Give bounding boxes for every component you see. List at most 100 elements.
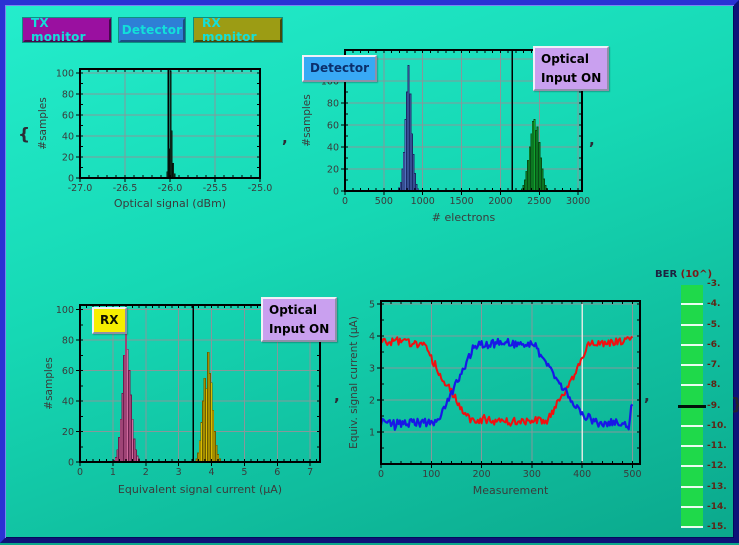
y-tick-label: 4 bbox=[369, 332, 375, 343]
optical-tag-line1: Optical bbox=[269, 301, 329, 320]
x-tick-label: 3 bbox=[176, 467, 182, 478]
ber-marker-line[interactable] bbox=[678, 405, 706, 408]
x-axis-title: Equivalent signal current (µA) bbox=[118, 483, 282, 496]
ber-bar-segment bbox=[681, 447, 703, 465]
optical-tag-line2: Input ON bbox=[541, 69, 601, 88]
ber-bar-segment bbox=[681, 427, 703, 445]
ber-bar-segment bbox=[681, 285, 703, 303]
x-tick-label: 3000 bbox=[566, 196, 590, 207]
y-tick-label: 40 bbox=[62, 397, 74, 408]
ber-tick-label: -10. bbox=[707, 421, 739, 431]
x-tick-label: 500 bbox=[623, 469, 641, 480]
ber-scale: BER (10^) -3.-4.-5.-6.-7.-8.-9.-10.-11.-… bbox=[651, 269, 739, 545]
tx-monitor-button[interactable]: TX monitor bbox=[23, 18, 111, 42]
ber-bar-segment bbox=[681, 346, 703, 364]
x-tick-label: 7 bbox=[307, 467, 313, 478]
y-axis-title: Equiv. signal current (µA) bbox=[348, 316, 360, 449]
rx-tag-label: RX bbox=[100, 311, 119, 330]
ber-tick-label: -5. bbox=[707, 320, 739, 330]
x-axis-title: Optical signal (dBm) bbox=[114, 197, 226, 210]
ber-tick-label: -8. bbox=[707, 380, 739, 390]
y-tick-label: 0 bbox=[333, 187, 339, 198]
y-tick-label: 0 bbox=[68, 174, 74, 185]
y-tick-label: 80 bbox=[62, 90, 74, 101]
x-tick-label: 0 bbox=[342, 196, 348, 207]
ber-bar-segment bbox=[681, 326, 703, 344]
y-tick-label: 5 bbox=[369, 300, 375, 311]
y-tick-label: 60 bbox=[62, 366, 74, 377]
optical-input-on-tag-bottom: Optical Input ON bbox=[261, 297, 337, 342]
ber-tick-label: -7. bbox=[707, 360, 739, 370]
x-tick-label: 400 bbox=[573, 469, 591, 480]
optical-input-on-tag-top: Optical Input ON bbox=[533, 46, 609, 91]
ber-tick-label: -3. bbox=[707, 279, 739, 289]
x-tick-label: 4 bbox=[208, 467, 214, 478]
x-tick-label: 1 bbox=[110, 467, 116, 478]
x-tick-label: 1500 bbox=[449, 196, 473, 207]
x-tick-label: 0 bbox=[77, 467, 83, 478]
detector-button[interactable]: Detector bbox=[119, 18, 185, 42]
detector-tag-label: Detector bbox=[310, 59, 369, 78]
x-tick-label: 100 bbox=[422, 469, 440, 480]
ber-tick-label: -15. bbox=[707, 522, 739, 532]
x-tick-label: 6 bbox=[274, 467, 280, 478]
x-tick-label: -26.0 bbox=[158, 183, 183, 194]
ber-title-text: BER bbox=[655, 269, 677, 280]
ber-bar-segment bbox=[681, 386, 703, 404]
x-tick-label: -25.0 bbox=[248, 183, 273, 194]
ber-bracket: } bbox=[731, 395, 739, 415]
y-tick-label: 60 bbox=[327, 120, 339, 131]
plot-frame bbox=[381, 301, 640, 464]
y-tick-label: 100 bbox=[56, 305, 74, 316]
x-tick-label: -27.0 bbox=[68, 183, 93, 194]
y-tick-label: 100 bbox=[56, 69, 74, 80]
rx-tag: RX bbox=[92, 307, 127, 334]
x-tick-label: -26.5 bbox=[113, 183, 138, 194]
comma-cursor-mark: , bbox=[282, 129, 288, 147]
ber-tick-label: -11. bbox=[707, 441, 739, 451]
y-axis-title: #samples bbox=[301, 94, 313, 146]
ber-tick-label: -13. bbox=[707, 482, 739, 492]
x-tick-label: -25.5 bbox=[203, 183, 228, 194]
y-axis-title: #samples bbox=[37, 97, 49, 149]
ber-tick-label: -12. bbox=[707, 461, 739, 471]
x-tick-label: 2500 bbox=[527, 196, 551, 207]
detector-tag: Detector bbox=[302, 55, 377, 82]
ber-bar-segment bbox=[681, 488, 703, 506]
y-tick-label: 80 bbox=[62, 336, 74, 347]
ber-title: BER (10^) bbox=[655, 269, 712, 280]
comma-cursor-mark: , bbox=[644, 387, 650, 405]
y-tick-label: 1 bbox=[369, 428, 375, 439]
x-axis-title: # electrons bbox=[432, 211, 496, 224]
y-tick-label: 3 bbox=[369, 364, 375, 375]
ber-tick-label: -6. bbox=[707, 340, 739, 350]
x-tick-label: 1000 bbox=[411, 196, 435, 207]
y-tick-label: 2 bbox=[369, 396, 375, 407]
y-tick-label: 20 bbox=[327, 164, 339, 175]
y-tick-label: 40 bbox=[62, 132, 74, 143]
x-tick-label: 500 bbox=[375, 196, 393, 207]
y-tick-label: 0 bbox=[68, 458, 74, 469]
ber-bar-segment bbox=[681, 508, 703, 526]
ber-bar-segment bbox=[681, 407, 703, 425]
x-tick-label: 5 bbox=[241, 467, 247, 478]
signal-blue-trace bbox=[381, 339, 633, 430]
signal-red-trace bbox=[381, 337, 633, 426]
comma-cursor-mark: , bbox=[334, 387, 340, 405]
optical-tag-line2: Input ON bbox=[269, 320, 329, 339]
ber-tick-label: -14. bbox=[707, 502, 739, 512]
x-tick-label: 200 bbox=[473, 469, 491, 480]
x-tick-label: 300 bbox=[523, 469, 541, 480]
y-tick-label: 20 bbox=[62, 427, 74, 438]
rx-monitor-button[interactable]: RX monitor bbox=[194, 18, 282, 42]
x-axis-title: Measurement bbox=[473, 484, 549, 497]
y-axis-title: #samples bbox=[43, 357, 55, 409]
optical-tag-line1: Optical bbox=[541, 50, 601, 69]
ber-bar-segment bbox=[681, 366, 703, 384]
x-tick-label: 2 bbox=[143, 467, 149, 478]
brace-mark: { bbox=[18, 125, 30, 145]
y-tick-label: 20 bbox=[62, 153, 74, 164]
